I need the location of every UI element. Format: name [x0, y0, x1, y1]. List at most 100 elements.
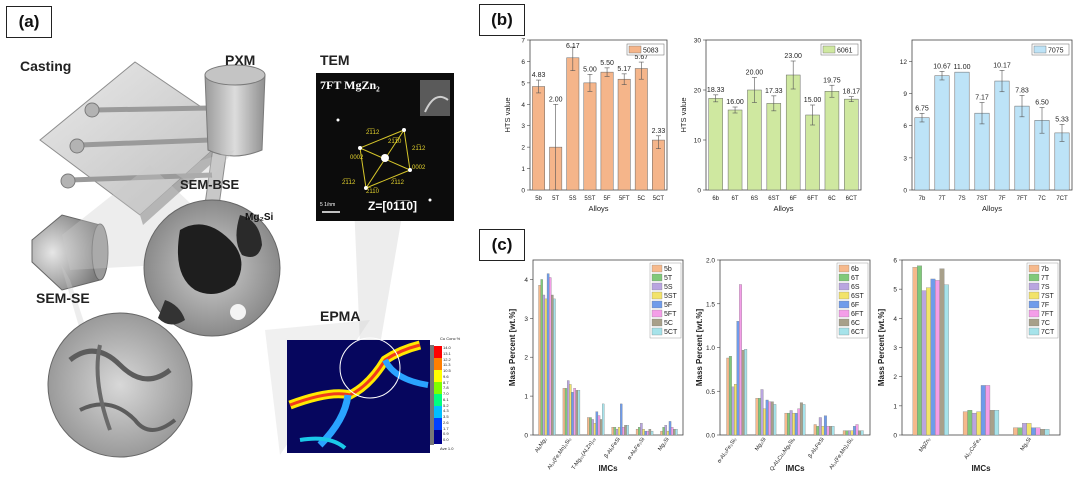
- specimen-cone-illustration: [31, 214, 109, 291]
- bar: [994, 80, 1010, 191]
- bar: [842, 430, 846, 436]
- tem-spot-label: 2̅1̅12: [342, 180, 356, 186]
- plot-frame: [705, 39, 862, 191]
- x-tick-label: T-Mg₃₂(Al,Zn)₄₉: [571, 437, 598, 471]
- bar: [954, 71, 970, 191]
- bar: [602, 403, 605, 436]
- bar: [785, 74, 801, 191]
- bar: [824, 91, 840, 191]
- bar: [773, 404, 777, 436]
- bar: [962, 411, 968, 436]
- bar: [734, 384, 737, 436]
- bar: [787, 412, 791, 436]
- y-tick-label: 0: [903, 188, 907, 195]
- legend-swatch: [838, 291, 850, 300]
- bar: [967, 410, 973, 436]
- bar: [540, 279, 543, 436]
- x-tick-label: 6F: [790, 196, 797, 202]
- bar: [638, 427, 641, 436]
- casting-illustration: [39, 61, 238, 230]
- bar: [595, 411, 599, 436]
- bar: [597, 415, 601, 436]
- x-tick-label: Al₁₅(Fe,Mn)₃Si₂: [828, 437, 854, 471]
- x-tick-label: Mg₂Si: [657, 437, 670, 452]
- bar: [675, 429, 678, 436]
- legend-swatch: [651, 327, 663, 336]
- data-label: 2.33: [652, 128, 666, 135]
- legend-label: 5FT: [664, 311, 677, 318]
- plot-frame: [911, 39, 1073, 191]
- y-tick-label: 1.0: [706, 345, 715, 352]
- bar: [917, 265, 922, 436]
- bar: [542, 294, 546, 436]
- x-tick-label: β-Al₅FeSi: [603, 437, 621, 460]
- x-axis-title: Alloys: [982, 204, 1002, 213]
- tem-spot-label: 2̅112: [391, 180, 404, 186]
- y-tick-label: 7: [521, 38, 525, 45]
- x-tick-label: 5CT: [653, 196, 665, 202]
- bar: [989, 410, 995, 436]
- legend-label: 7075: [1048, 48, 1064, 55]
- bar: [758, 398, 761, 436]
- bar: [673, 429, 676, 436]
- bar: [626, 425, 629, 436]
- legend-swatch: [628, 45, 642, 54]
- legend-label: 5S: [664, 284, 673, 291]
- bar: [789, 410, 793, 436]
- x-axis-title: IMCs: [785, 464, 805, 473]
- legend-swatch: [651, 264, 663, 273]
- x-tick-label: 7T: [938, 196, 945, 202]
- bar: [845, 430, 849, 436]
- bar: [615, 429, 619, 436]
- colorbar-tick: 0.9: [443, 431, 449, 437]
- x-tick-label: 6ST: [768, 196, 779, 202]
- casting-label: Casting: [20, 58, 72, 74]
- legend-label: 5b: [664, 266, 672, 273]
- legend-swatch: [1028, 300, 1040, 309]
- plot-frame: [532, 259, 684, 436]
- bar: [662, 427, 665, 436]
- data-label: 6.17: [566, 43, 580, 50]
- bar: [1014, 105, 1030, 191]
- tem-diffraction-image: [316, 73, 454, 221]
- legend-label: 6b: [851, 266, 859, 273]
- bar: [792, 412, 796, 436]
- data-label: 10.17: [993, 62, 1011, 69]
- data-label: 6.75: [915, 105, 929, 112]
- bar: [858, 430, 862, 436]
- bar: [569, 384, 572, 436]
- legend-label: 7ST: [1041, 293, 1055, 300]
- bar: [617, 78, 631, 191]
- bar: [708, 98, 723, 191]
- legend-swatch: [1028, 291, 1040, 300]
- colorbar-tick: 13.1: [443, 350, 451, 356]
- bar: [642, 429, 645, 436]
- x-tick-label: 6S: [751, 196, 758, 202]
- data-label: 15.00: [804, 97, 822, 104]
- bar: [617, 427, 621, 436]
- sem-se-micrograph: [47, 312, 193, 458]
- data-label: 23.00: [784, 53, 802, 60]
- bar: [944, 284, 949, 436]
- tem-zone-axis: Z=[01̅1̅0]: [368, 199, 418, 213]
- legend-box: [1031, 43, 1070, 56]
- legend-swatch: [1028, 309, 1040, 318]
- bar: [726, 357, 730, 436]
- x-tick-label: 5FT: [619, 196, 630, 202]
- bar: [587, 417, 590, 436]
- bar: [593, 423, 596, 436]
- y-tick-label: 4: [893, 316, 897, 323]
- x-axis-title: Alloys: [588, 204, 608, 213]
- x-tick-label: 7F: [998, 196, 1005, 202]
- legend-label: 6T: [851, 275, 860, 282]
- colorbar-tick: 10.5: [443, 368, 451, 373]
- bar: [622, 427, 625, 436]
- legend-label: 6ST: [851, 293, 865, 300]
- y-tick-label: 1: [893, 403, 897, 410]
- bar: [566, 57, 580, 191]
- bar: [666, 430, 670, 436]
- bar: [553, 298, 556, 436]
- legend-swatch: [822, 45, 836, 54]
- bar: [664, 425, 667, 436]
- x-tick-label: Al₁₅(Fe,Mn)₃Si₂: [547, 437, 573, 471]
